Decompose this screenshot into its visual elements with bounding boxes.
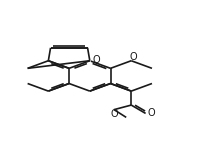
Text: O: O [147,108,155,118]
Text: O: O [130,52,137,62]
Text: O: O [110,109,118,119]
Text: O: O [93,55,100,65]
